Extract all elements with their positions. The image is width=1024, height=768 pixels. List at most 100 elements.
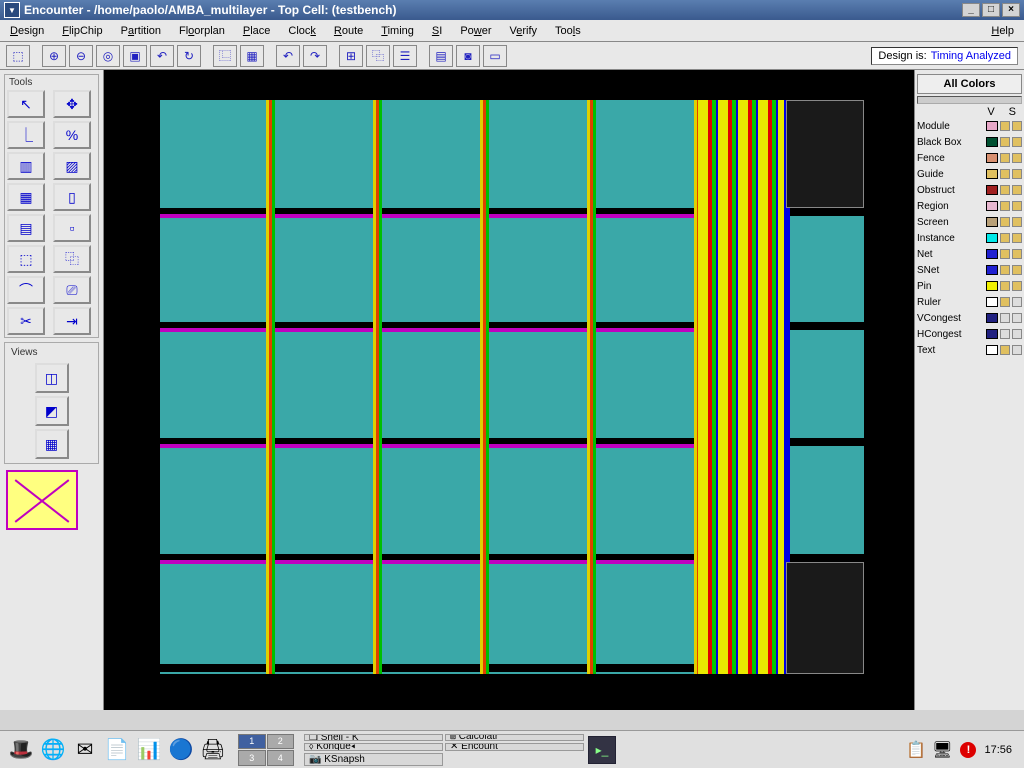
tb-prev-icon[interactable]: ↶ [150, 45, 174, 67]
color-swatch[interactable] [986, 265, 998, 275]
maximize-button[interactable]: □ [982, 3, 1000, 17]
tool-btn-5[interactable]: ▨ [53, 152, 91, 180]
color-swatch[interactable] [986, 185, 998, 195]
menu-help[interactable]: Help [991, 25, 1014, 37]
tool-btn-12[interactable]: ⌒ [7, 276, 45, 304]
tool-btn-13[interactable]: ⎚ [53, 276, 91, 304]
tb-tree-icon[interactable]: ⿻ [366, 45, 390, 67]
visible-toggle[interactable] [1000, 345, 1010, 355]
tool-btn-1[interactable]: ✥ [53, 90, 91, 118]
tool-btn-3[interactable]: % [53, 121, 91, 149]
color-swatch[interactable] [986, 169, 998, 179]
tool-btn-10[interactable]: ⬚ [7, 245, 45, 273]
tool-btn-4[interactable]: ▥ [7, 152, 45, 180]
minimize-button[interactable]: _ [962, 3, 980, 17]
select-toggle[interactable] [1012, 169, 1022, 179]
visible-toggle[interactable] [1000, 281, 1010, 291]
color-swatch[interactable] [986, 121, 998, 131]
tb-xy-icon[interactable]: ⊞ [339, 45, 363, 67]
palette-header[interactable]: All Colors [917, 74, 1022, 94]
tool-btn-15[interactable]: ⇥ [53, 307, 91, 335]
menu-route[interactable]: Route [334, 25, 363, 37]
task-button-1[interactable]: 🖩 Calcolatr [445, 734, 584, 742]
menu-verify[interactable]: Verify [510, 25, 538, 37]
visible-toggle[interactable] [1000, 297, 1010, 307]
visible-toggle[interactable] [1000, 265, 1010, 275]
tool-btn-11[interactable]: ⿻ [53, 245, 91, 273]
visible-toggle[interactable] [1000, 169, 1010, 179]
tool-btn-6[interactable]: ▦ [7, 183, 45, 211]
tb-zoom-in-icon[interactable]: ⊕ [42, 45, 66, 67]
tb-zoom-out-icon[interactable]: ⊖ [69, 45, 93, 67]
view-btn-2[interactable]: ▦ [35, 429, 69, 459]
task-button-2[interactable]: ⬨ Konque◂ [304, 743, 443, 751]
visible-toggle[interactable] [1000, 121, 1010, 131]
select-toggle[interactable] [1012, 201, 1022, 211]
launcher-icon-4[interactable]: 📊 [134, 735, 164, 765]
select-toggle[interactable] [1012, 217, 1022, 227]
color-swatch[interactable] [986, 137, 998, 147]
tb-zoom-fit-icon[interactable]: ◎ [96, 45, 120, 67]
visible-toggle[interactable] [1000, 201, 1010, 211]
color-swatch[interactable] [986, 313, 998, 323]
tool-btn-14[interactable]: ✂ [7, 307, 45, 335]
visible-toggle[interactable] [1000, 233, 1010, 243]
view-btn-0[interactable]: ◫ [35, 363, 69, 393]
task-button-3[interactable]: ✕ Encount [445, 743, 584, 751]
tb-zoom-sel-icon[interactable]: ▣ [123, 45, 147, 67]
launcher-icon-3[interactable]: 📄 [102, 735, 132, 765]
menu-si[interactable]: SI [432, 25, 442, 37]
tb-redraw-icon[interactable]: ↻ [177, 45, 201, 67]
select-toggle[interactable] [1012, 281, 1022, 291]
visible-toggle[interactable] [1000, 185, 1010, 195]
color-swatch[interactable] [986, 233, 998, 243]
pager-desktop-1[interactable]: 1 [238, 734, 266, 750]
color-swatch[interactable] [986, 345, 998, 355]
tb-undo-icon[interactable]: ↶ [276, 45, 300, 67]
tb-redo-icon[interactable]: ↷ [303, 45, 327, 67]
select-toggle[interactable] [1012, 249, 1022, 259]
visible-toggle[interactable] [1000, 137, 1010, 147]
world-preview[interactable] [6, 470, 78, 530]
tray-icon-0[interactable]: 📋 [906, 740, 926, 760]
visible-toggle[interactable] [1000, 329, 1010, 339]
pager-desktop-3[interactable]: 3 [238, 750, 266, 766]
launcher-icon-1[interactable]: 🌐 [38, 735, 68, 765]
color-swatch[interactable] [986, 217, 998, 227]
layout-canvas[interactable] [104, 70, 914, 710]
palette-slider[interactable] [917, 96, 1022, 104]
menu-floorplan[interactable]: Floorplan [179, 25, 225, 37]
chip-floorplan[interactable] [160, 100, 864, 674]
task-button-0[interactable]: ❏ Shell - K [304, 734, 443, 742]
menu-timing[interactable]: Timing [381, 25, 414, 37]
select-toggle[interactable] [1012, 345, 1022, 355]
tb-snap-icon[interactable]: ◙ [456, 45, 480, 67]
tb-open-icon[interactable]: ⬚ [6, 45, 30, 67]
app-icon[interactable] [4, 2, 20, 18]
task-button-4[interactable]: 📷 KSnapsh [304, 753, 443, 766]
color-swatch[interactable] [986, 153, 998, 163]
launcher-icon-0[interactable]: 🎩 [6, 735, 36, 765]
color-swatch[interactable] [986, 281, 998, 291]
visible-toggle[interactable] [1000, 217, 1010, 227]
menu-tools[interactable]: Tools [555, 25, 581, 37]
select-toggle[interactable] [1012, 297, 1022, 307]
tool-btn-7[interactable]: ▯ [53, 183, 91, 211]
select-toggle[interactable] [1012, 329, 1022, 339]
select-toggle[interactable] [1012, 313, 1022, 323]
menu-power[interactable]: Power [460, 25, 491, 37]
alert-icon[interactable]: ! [960, 742, 976, 758]
select-toggle[interactable] [1012, 233, 1022, 243]
visible-toggle[interactable] [1000, 153, 1010, 163]
tb-calc-icon[interactable]: ▤ [429, 45, 453, 67]
tool-btn-8[interactable]: ▤ [7, 214, 45, 242]
pager-desktop-2[interactable]: 2 [267, 734, 295, 750]
tray-icon-1[interactable]: 🖥 [932, 740, 952, 760]
pager-desktop-4[interactable]: 4 [267, 750, 295, 766]
menu-design[interactable]: Design [10, 25, 44, 37]
color-swatch[interactable] [986, 329, 998, 339]
visible-toggle[interactable] [1000, 249, 1010, 259]
select-toggle[interactable] [1012, 185, 1022, 195]
tool-btn-2[interactable]: ⎿ [7, 121, 45, 149]
select-toggle[interactable] [1012, 137, 1022, 147]
